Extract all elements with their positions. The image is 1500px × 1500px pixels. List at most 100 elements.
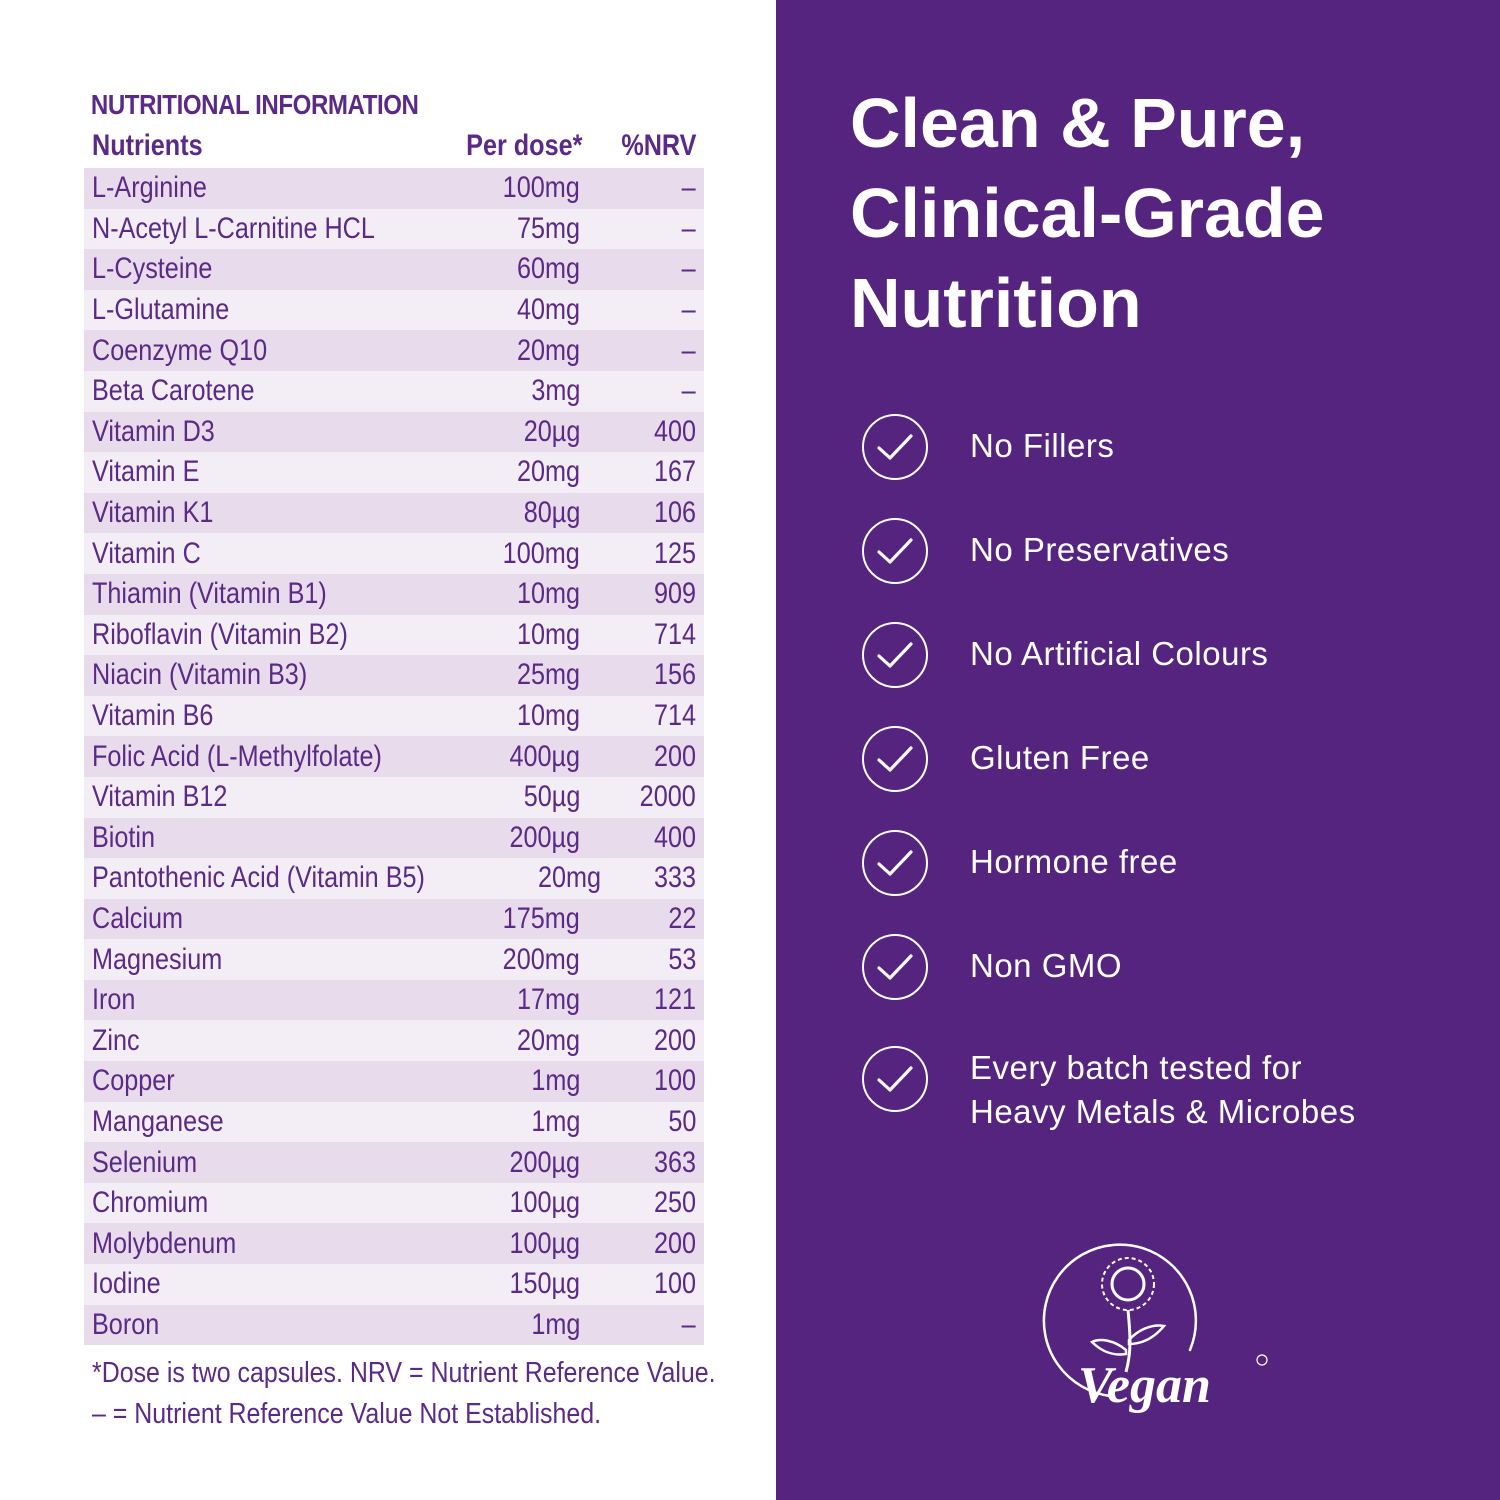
nutrition-row: L-Arginine 100mg – [84, 168, 704, 209]
nutrient-nrv: – [681, 211, 696, 245]
nutrition-panel: NUTRITIONAL INFORMATION Nutrients Per do… [84, 86, 716, 1435]
headline: Clean & Pure, Clinical-Grade Nutrition [850, 78, 1470, 348]
nutrient-name: Molybdenum [92, 1226, 237, 1260]
nutrient-name: Beta Carotene [92, 374, 255, 408]
nutrient-dose: 20mg [538, 861, 602, 895]
nutrient-dose: 100µg [509, 1226, 580, 1260]
nutrient-nrv: – [681, 333, 696, 367]
nutrition-row: Selenium 200µg 363 [84, 1142, 704, 1183]
headline-line-3: Nutrition [850, 264, 1142, 342]
nutrient-dose: 200µg [509, 1145, 580, 1179]
nutrition-row: Chromium 100µg 250 [84, 1182, 704, 1224]
nutrient-name: L-Arginine [92, 171, 207, 205]
nutrient-dose: 175mg [502, 901, 580, 935]
footnote-nrv: – = Nutrient Reference Value Not Establi… [92, 1398, 602, 1431]
nutrient-name: L-Cysteine [92, 252, 213, 286]
footnote-dose: *Dose is two capsules. NRV = Nutrient Re… [92, 1357, 716, 1390]
nutrient-name: L-Glutamine [92, 293, 230, 327]
nutrition-row: Vitamin K1 80µg 106 [84, 492, 704, 534]
nutrient-dose: 80µg [523, 496, 580, 530]
nutrition-rows: L-Arginine 100mg – N-Acetyl L-Carnitine HCL… [84, 168, 704, 1346]
nutrient-dose: 20mg [516, 333, 580, 367]
nutrient-name: Niacin (Vitamin B3) [92, 658, 308, 692]
nutrition-title: NUTRITIONAL INFORMATION [90, 89, 419, 120]
nutrient-nrv: – [681, 374, 696, 408]
nutrition-row: Folic Acid (L-Methylfolate) 400µg 200 [84, 736, 704, 777]
nutrient-nrv: 167 [653, 455, 696, 489]
nutrient-nrv: 121 [653, 983, 696, 1017]
feature-item: Every batch tested for Heavy Metals & Mi… [862, 1046, 1356, 1134]
nutrient-dose: 20mg [516, 455, 580, 489]
nutrient-dose: 100µg [509, 1186, 580, 1220]
nutrient-dose: 200µg [509, 820, 580, 854]
check-circle-icon [862, 622, 928, 688]
feature-label: Non GMO [970, 947, 1123, 984]
header-per-dose: Per dose* [465, 129, 582, 162]
headline-line-1: Clean & Pure, [850, 84, 1306, 162]
nutrient-dose: 200mg [502, 942, 580, 976]
nutrition-row: Beta Carotene 3mg – [84, 370, 704, 412]
nutrient-dose: 10mg [516, 699, 580, 733]
nutrient-name: Magnesium [92, 942, 223, 976]
nutrition-row: Niacin (Vitamin B3) 25mg 156 [84, 655, 704, 696]
nutrient-nrv: 714 [653, 617, 696, 651]
nutrient-name: Manganese [92, 1104, 224, 1138]
nutrient-nrv: – [681, 252, 696, 286]
feature-label: No Artificial Colours [970, 635, 1269, 672]
nutrient-nrv: 363 [653, 1145, 696, 1179]
feature-item: No Artificial Colours [862, 622, 1268, 688]
nutrition-header-row: Nutrients Per dose* %NRV [84, 124, 704, 168]
nutrient-name: Pantothenic Acid (Vitamin B5) [92, 861, 425, 895]
nutrient-name: Folic Acid (L-Methylfolate) [92, 739, 382, 773]
feature-label: Every batch tested for Heavy Metals & Mi… [970, 1046, 1356, 1134]
nutrient-dose: 1mg [530, 1307, 580, 1341]
nutrient-dose: 10mg [516, 577, 580, 611]
headline-line-2: Clinical-Grade [850, 174, 1325, 252]
check-circle-icon [862, 414, 928, 480]
nutrient-nrv: 2000 [639, 780, 696, 814]
feature-label: Hormone free [970, 843, 1178, 880]
nutrient-name: Vitamin D3 [92, 414, 215, 448]
nutrition-table: NUTRITIONAL INFORMATION Nutrients Per do… [84, 86, 716, 1435]
header-nutrients: Nutrients [92, 129, 203, 162]
nutrient-nrv: 100 [653, 1064, 696, 1098]
nutrient-nrv: – [681, 293, 696, 327]
nutrition-row: Vitamin B6 10mg 714 [84, 695, 704, 737]
nutrient-name: Iodine [92, 1267, 161, 1301]
nutrient-name: Biotin [92, 820, 156, 854]
nutrition-row: Pantothenic Acid (Vitamin B5) 20mg 333 [84, 858, 704, 899]
nutrition-row: Boron 1mg – [84, 1304, 704, 1346]
nutrition-row: Vitamin B12 50µg 2000 [84, 776, 704, 818]
nutrition-row: Copper 1mg 100 [84, 1061, 704, 1102]
nutrient-nrv: 200 [653, 1023, 696, 1057]
nutrient-dose: 10mg [516, 617, 580, 651]
check-circle-icon [862, 1046, 928, 1112]
nutrition-row: Magnesium 200mg 53 [84, 939, 704, 980]
nutrient-dose: 25mg [516, 658, 580, 692]
nutrient-dose: 60mg [516, 252, 580, 286]
nutrient-name: Vitamin C [92, 536, 201, 570]
nutrient-dose: 20µg [523, 414, 580, 448]
nutrition-row: Manganese 1mg 50 [84, 1101, 704, 1143]
nutrient-name: N-Acetyl L-Carnitine HCL [92, 211, 375, 245]
nutrient-dose: 150µg [509, 1267, 580, 1301]
nutrient-nrv: 714 [653, 699, 696, 733]
nutrient-dose: 400µg [509, 739, 580, 773]
nutrition-row: Vitamin C 100mg 125 [84, 533, 704, 574]
nutrient-name: Riboflavin (Vitamin B2) [92, 617, 348, 651]
nutrient-dose: 17mg [516, 983, 580, 1017]
nutrition-row: N-Acetyl L-Carnitine HCL 75mg – [84, 208, 704, 250]
nutrient-nrv: – [681, 171, 696, 205]
nutrient-name: Vitamin B6 [92, 699, 214, 733]
nutrition-row: Biotin 200µg 400 [84, 817, 704, 859]
feature-item: Hormone free [862, 830, 1178, 896]
nutrition-row: Vitamin D3 20µg 400 [84, 411, 704, 453]
nutrition-row: L-Glutamine 40mg – [84, 289, 704, 331]
nutrient-dose: 100mg [502, 536, 580, 570]
nutrition-row: Calcium 175mg 22 [84, 898, 704, 940]
nutrient-name: Zinc [92, 1023, 140, 1057]
nutrient-dose: 3mg [530, 374, 580, 408]
nutrition-row: L-Cysteine 60mg – [84, 249, 704, 290]
nutrient-nrv: – [681, 1307, 696, 1341]
nutrient-dose: 1mg [530, 1104, 580, 1138]
